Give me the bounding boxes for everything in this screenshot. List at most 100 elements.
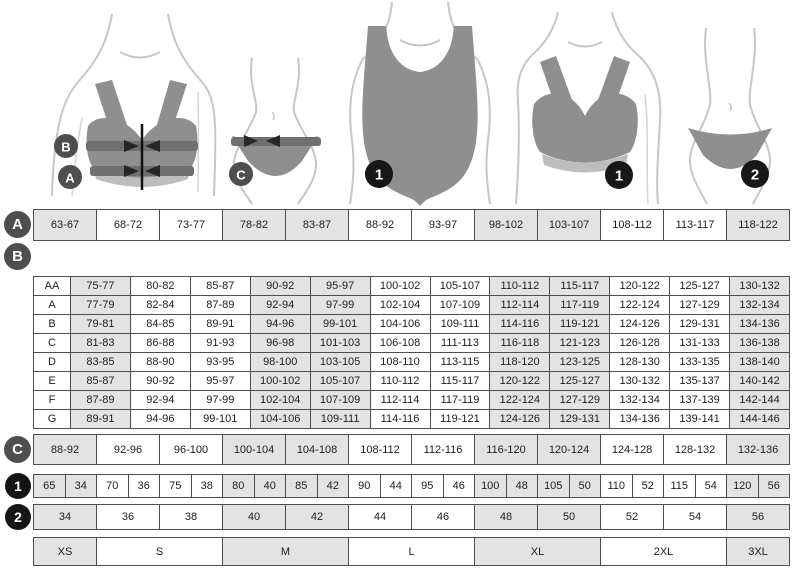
measurement-cell: 104-106 (250, 410, 310, 428)
measurement-cell: 38 (191, 475, 222, 497)
measurement-cell: 95 (412, 475, 443, 497)
cup-row-label: B (34, 315, 70, 333)
cup-row-label: G (34, 410, 70, 428)
row-a-badge: A (4, 211, 31, 238)
measurement-cell: 46 (412, 505, 474, 529)
measurement-cell: 107-109 (430, 296, 490, 314)
measurement-cell: 128-132 (664, 435, 726, 464)
figure-a-label: A (65, 171, 75, 186)
measurement-cell: 83-85 (71, 353, 130, 371)
measurement-cell: 120-122 (490, 372, 550, 390)
measurement-cell: 92-96 (97, 435, 159, 464)
measurement-cell: 132-134 (610, 391, 670, 409)
measurement-cell: 97-99 (310, 296, 370, 314)
measurement-cell: 92-94 (250, 296, 310, 314)
row-c-badge: C (4, 436, 31, 463)
measurement-cell: 96-98 (250, 334, 310, 352)
figures-illustration: B A C 1 (51, 1, 772, 206)
measurement-cell: 97-99 (190, 391, 250, 409)
row-a-band: 63-67 68-72 73-77 78-82 83-87 88-92 93-97 98-10… (33, 209, 790, 241)
row-a-grid: 63-67 68-72 73-77 78-82 83-87 88-92 93-97 98-10… (33, 209, 790, 241)
bikini-bottom (688, 128, 772, 169)
measurement-cell: 128-130 (610, 353, 670, 371)
measurement-cell: 120-122 (610, 277, 670, 295)
measurement-cell: 110 (601, 475, 632, 497)
measurement-cell: 122-124 (490, 391, 550, 409)
measurement-cell: 80-82 (130, 277, 190, 295)
measurement-cell: 50 (569, 475, 600, 497)
measurement-cell: 137-139 (670, 391, 730, 409)
measurement-cell: 130-132 (610, 372, 670, 390)
figure-2-badge (741, 160, 769, 188)
measurement-cell: 118-122 (727, 210, 789, 240)
measurement-cell: 105-107 (310, 372, 370, 390)
measurement-cell: 130-132 (730, 277, 789, 295)
measurement-cell: 56 (727, 505, 789, 529)
measurement-cell: 119-121 (430, 410, 490, 428)
measurement-cell: 112-116 (412, 435, 474, 464)
size-letters-grid: XS S M L XL 2XL 3XL (33, 537, 790, 566)
measurement-cell: 136-138 (730, 334, 789, 352)
measurement-cell: 46 (443, 475, 474, 497)
figure-c-badge (229, 162, 253, 186)
measurement-cell: 85-87 (190, 277, 250, 295)
cup-row-label: C (34, 334, 70, 352)
measurement-cell: 129-131 (670, 315, 730, 333)
figure-1a-badge (365, 160, 393, 188)
measurement-cell: 116-120 (475, 435, 537, 464)
measurement-cell: 81-83 (71, 334, 130, 352)
measurement-cell: 95-97 (310, 277, 370, 295)
measurement-cell: 113-117 (664, 210, 726, 240)
row-1-band: 65 34 70 36 75 38 80 40 85 42 90 44 95 46 100 48 105 50 11… (33, 474, 790, 498)
row-2-badge: 2 (5, 504, 31, 530)
measurement-cell: 82-84 (130, 296, 190, 314)
measurement-cell: 48 (475, 505, 537, 529)
measurement-cell: 79-81 (71, 315, 130, 333)
measurement-cell: 105-107 (430, 277, 490, 295)
measurement-cell: 70 (97, 475, 128, 497)
measurement-cell: 90-92 (250, 277, 310, 295)
measurement-cell: 113-115 (430, 353, 490, 371)
figure-1b-label: 1 (615, 168, 623, 185)
measurement-cell: 56 (758, 475, 789, 497)
measurement-cell: 134-136 (730, 315, 789, 333)
one-piece-swimsuit (362, 26, 478, 206)
measurement-cell: XS (34, 538, 96, 565)
measurement-cell: 85-87 (71, 372, 130, 390)
cup-row-label: AA (34, 277, 70, 295)
cup-row-label: F (34, 391, 70, 409)
measurement-cell: 36 (97, 505, 159, 529)
measurement-cell: 112-114 (490, 296, 550, 314)
cup-row-label: D (34, 353, 70, 371)
measurement-cell: 75 (160, 475, 191, 497)
measurement-cell: 102-104 (370, 296, 430, 314)
measurement-cell: 125-127 (670, 277, 730, 295)
measurement-cell: 54 (664, 505, 726, 529)
measurement-cell: 3XL (727, 538, 789, 565)
measurement-cell: 105 (538, 475, 569, 497)
row-c-grid: 88-92 92-96 96-100 100-104 104-108 108-112 112… (33, 434, 790, 465)
measurement-cell: 115-117 (550, 277, 610, 295)
measurement-cell: 40 (223, 505, 285, 529)
measurement-cell: 100 (475, 475, 506, 497)
measurement-cell: 122-124 (610, 296, 670, 314)
one-piece-figure: 1 (349, 1, 491, 206)
measurement-cell: 104-108 (286, 435, 348, 464)
measurement-cell: 102-104 (250, 391, 310, 409)
measurement-cell: 125-127 (550, 372, 610, 390)
measurement-cell: 129-131 (550, 410, 610, 428)
measurement-cell: 123-125 (550, 353, 610, 371)
measurement-cell: 134-136 (610, 410, 670, 428)
measurement-cell: 88-90 (130, 353, 190, 371)
measurement-cell: 93-95 (190, 353, 250, 371)
row-1-grid: 65 34 70 36 75 38 80 40 85 42 90 44 95 46 100 48 105 50 11… (33, 474, 790, 498)
measurement-cell: 99-101 (310, 315, 370, 333)
measurement-cell: 115 (664, 475, 695, 497)
measurement-cell: 107-109 (310, 391, 370, 409)
measurement-cell: 114-116 (490, 315, 550, 333)
measurement-cell: 42 (286, 505, 348, 529)
measurement-cell: 96-100 (160, 435, 222, 464)
measurement-cell: 110-112 (370, 372, 430, 390)
measurement-cell: 78-82 (223, 210, 285, 240)
figure-c-label: C (236, 168, 246, 183)
